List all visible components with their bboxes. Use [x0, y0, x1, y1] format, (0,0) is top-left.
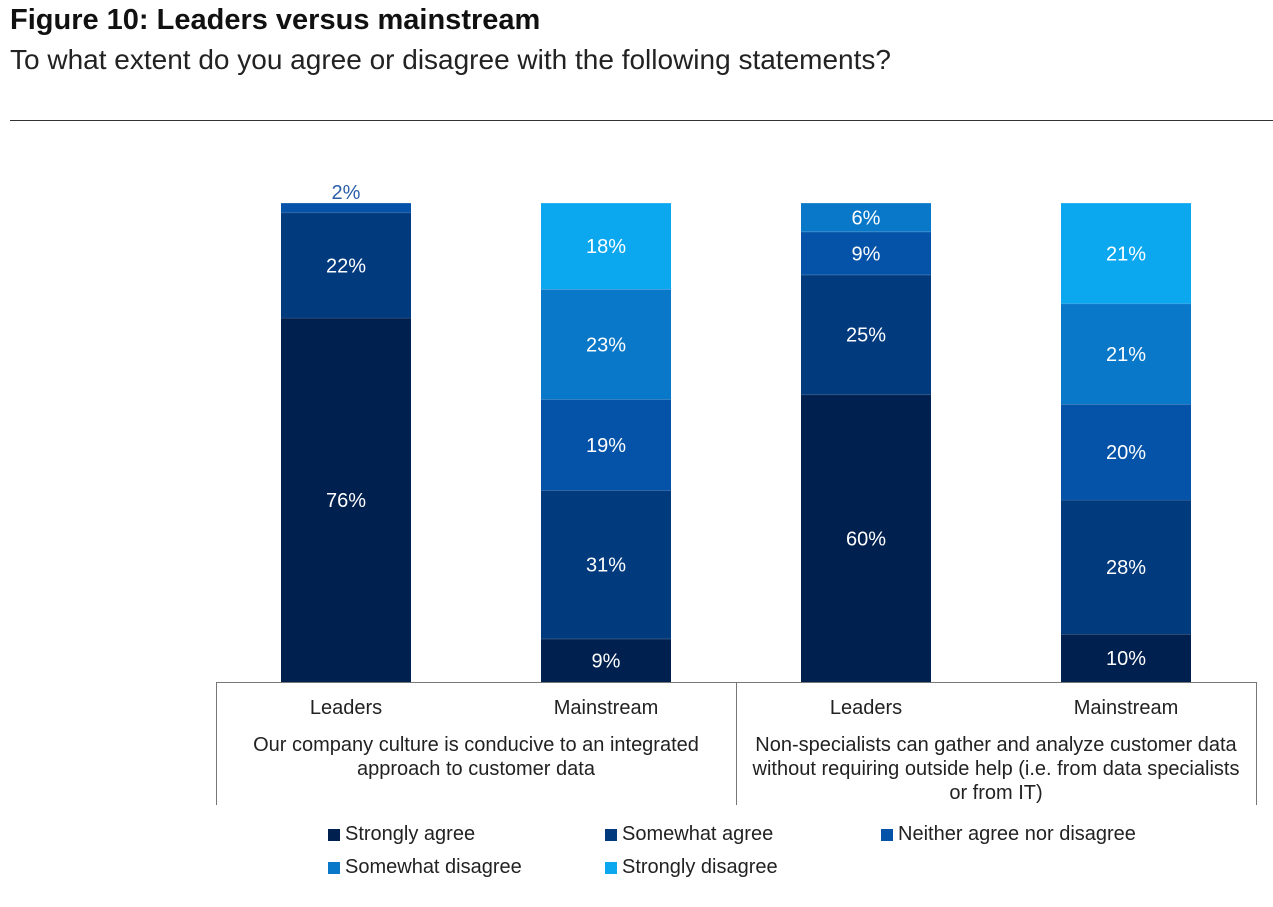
bar-segment [541, 638, 671, 682]
bar-segment [541, 203, 671, 290]
bar-segment [541, 289, 671, 400]
bar-segment [801, 394, 931, 682]
data-label: 18% [586, 236, 626, 258]
data-label: 19% [586, 435, 626, 457]
bar-segment [281, 203, 411, 213]
legend-item: Strongly agree [328, 823, 475, 846]
data-label: 9% [592, 650, 621, 672]
legend-label: Strongly disagree [622, 856, 778, 878]
bar-segment [281, 317, 411, 682]
data-label: 10% [1106, 648, 1146, 670]
data-label: 21% [1106, 243, 1146, 265]
bar-segment [1061, 404, 1191, 500]
group-label: without requiring outside help (i.e. fro… [752, 758, 1240, 780]
stacked-bar-chart: 76% 22% 2% Leaders 9% 31% 19% 23% 18% Mainstream 6… [216, 182, 1257, 805]
legend-label: Somewhat agree [622, 823, 774, 845]
bar-segment [801, 274, 931, 395]
legend-item: Strongly disagree [605, 856, 778, 879]
bar-segment [1061, 203, 1191, 304]
legend-label: Neither agree nor disagree [898, 823, 1136, 845]
chart-title: Figure 10: Leaders versus mainstream [10, 4, 541, 36]
category-label: Leaders [830, 697, 902, 719]
bar-segment [1061, 634, 1191, 682]
data-label: 28% [1106, 557, 1146, 579]
group-label: Our company culture is conducive to an i… [253, 734, 699, 756]
group-label: or from IT) [949, 782, 1042, 804]
title-divider [10, 120, 1273, 121]
category-label: Mainstream [554, 697, 658, 719]
data-label: 21% [1106, 344, 1146, 366]
group-label: Non-specialists can gather and analyze c… [755, 734, 1237, 756]
legend-swatch [605, 861, 617, 874]
legend-label: Somewhat disagree [345, 856, 522, 878]
data-label: 25% [846, 325, 886, 347]
chart-subtitle: To what extent do you agree or disagree … [10, 44, 891, 75]
bar-segment [1061, 499, 1191, 635]
data-label: 23% [586, 334, 626, 356]
legend-swatch [881, 828, 893, 841]
legend-swatch [605, 828, 617, 841]
data-label: 6% [852, 207, 881, 229]
data-label: 76% [326, 490, 366, 512]
bar-segment [801, 203, 931, 232]
legend-label: Strongly agree [345, 823, 476, 845]
legend-swatch [328, 828, 340, 841]
bar-segment [801, 231, 931, 275]
data-label: 22% [326, 255, 366, 277]
legend-swatch [328, 861, 340, 874]
category-label: Leaders [310, 697, 382, 719]
bar-segment [281, 212, 411, 318]
category-label: Mainstream [1074, 697, 1178, 719]
legend-item: Neither agree nor disagree [881, 823, 1136, 846]
legend-item: Somewhat disagree [328, 856, 522, 879]
data-label: 60% [846, 528, 886, 550]
bar-segment [1061, 303, 1191, 405]
data-label: 31% [586, 555, 626, 577]
group-label: approach to customer data [357, 758, 596, 780]
bar-segment [541, 399, 671, 491]
data-label: 9% [852, 243, 881, 265]
data-label: 2% [332, 182, 361, 204]
legend-item: Somewhat agree [605, 823, 773, 846]
bar-segment [541, 490, 671, 639]
data-label: 20% [1106, 442, 1146, 464]
